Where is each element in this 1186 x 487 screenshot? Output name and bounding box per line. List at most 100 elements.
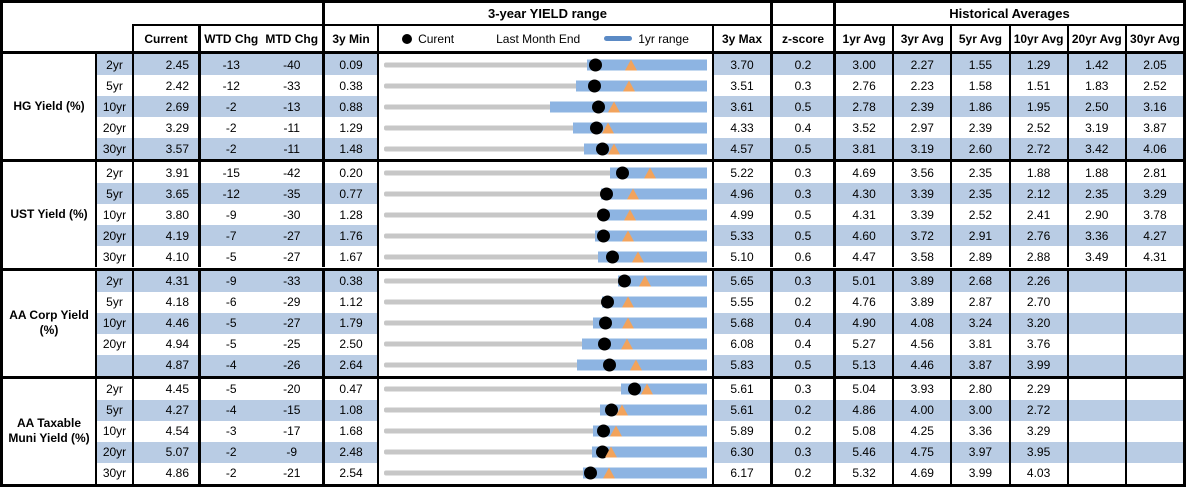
changes-cell: -2 -9 <box>198 441 322 463</box>
table-row: 10yr 2.69 -2 -13 0.88 3.61 0.5 2.78 2.39… <box>95 96 1183 118</box>
current-marker-icon <box>627 382 641 396</box>
tenor-label: 2yr <box>95 162 132 184</box>
column-header-20yr-avg: 20yr Avg <box>1066 26 1125 51</box>
20yr-avg-value <box>1066 333 1125 355</box>
3y-min-value: 0.88 <box>322 96 377 118</box>
range-plot-area <box>384 54 707 75</box>
3y-max-value: 5.22 <box>712 162 770 184</box>
10yr-avg-value: 4.03 <box>1008 462 1067 484</box>
30yr-avg-value: 4.27 <box>1124 225 1183 247</box>
range-plot-area <box>384 334 707 355</box>
3y-min-value: 1.08 <box>322 399 377 421</box>
current-marker-icon <box>616 166 630 180</box>
zscore-value: 0.2 <box>770 462 833 484</box>
3yr-avg-value: 2.27 <box>892 54 951 76</box>
3y-min-value: 1.68 <box>322 420 377 442</box>
changes-cell: -12 -33 <box>198 75 322 97</box>
30yr-avg-value <box>1124 291 1183 313</box>
wtd-chg-value: -9 <box>225 207 237 222</box>
last-month-end-marker-icon <box>604 446 617 458</box>
1yr-avg-value: 5.04 <box>833 378 893 400</box>
3y-max-value: 4.57 <box>712 138 770 160</box>
20yr-avg-value: 2.50 <box>1066 96 1125 118</box>
3y-min-value: 1.48 <box>322 138 377 160</box>
mtd-chg-value: -13 <box>283 99 301 114</box>
zscore-value: 0.3 <box>770 378 833 400</box>
wtd-chg-value: -2 <box>225 120 237 135</box>
20yr-avg-value: 3.19 <box>1066 117 1125 139</box>
3yr-avg-value: 2.97 <box>892 117 951 139</box>
zscore-value: 0.4 <box>770 333 833 355</box>
3y-range-track <box>384 278 707 284</box>
3yr-avg-value: 3.89 <box>892 291 951 313</box>
10yr-avg-value: 3.99 <box>1008 354 1067 376</box>
3y-max-value: 5.83 <box>712 354 770 376</box>
30yr-avg-value: 3.16 <box>1124 96 1183 118</box>
range-plot-area <box>384 96 707 117</box>
changes-cell: -7 -27 <box>198 225 322 247</box>
3y-range-track <box>384 254 707 260</box>
range-plot-area <box>384 421 707 442</box>
10yr-avg-value: 2.76 <box>1008 225 1067 247</box>
zscore-value: 0.2 <box>770 399 833 421</box>
30yr-avg-value <box>1124 420 1183 442</box>
current-marker-icon <box>606 250 620 264</box>
3y-min-value: 2.48 <box>322 441 377 463</box>
20yr-avg-value <box>1066 441 1125 463</box>
range-plot-area <box>384 271 707 292</box>
current-marker-icon <box>583 466 597 480</box>
last-month-end-marker-icon <box>630 359 643 371</box>
3y-max-value: 5.55 <box>712 291 770 313</box>
current-value: 4.45 <box>132 378 198 400</box>
legend-item-last-month-end: Last Month End <box>478 32 580 46</box>
yield-range-chart <box>377 246 712 268</box>
10yr-avg-value: 1.88 <box>1008 162 1067 184</box>
zscore-value: 0.5 <box>770 204 833 226</box>
3y-min-value: 1.67 <box>322 246 377 268</box>
3yr-avg-value: 3.39 <box>892 183 951 205</box>
changes-cell: -2 -13 <box>198 96 322 118</box>
table-row: 10yr 3.80 -9 -30 1.28 4.99 0.5 4.31 3.39… <box>95 204 1183 226</box>
5yr-avg-value: 1.55 <box>950 54 1009 76</box>
current-value: 4.46 <box>132 312 198 334</box>
yield-range-chart <box>377 399 712 421</box>
1yr-avg-value: 4.31 <box>833 204 893 226</box>
table-row: 30yr 4.86 -2 -21 2.54 6.17 0.2 5.32 4.69… <box>95 462 1183 484</box>
tenor-label: 30yr <box>95 138 132 160</box>
1yr-avg-value: 4.76 <box>833 291 893 313</box>
current-value: 3.91 <box>132 162 198 184</box>
group-label: HG Yield (%) <box>13 99 85 114</box>
last-month-end-marker-icon <box>620 338 633 350</box>
wtd-chg-value: -4 <box>225 403 237 418</box>
yield-range-chart <box>377 333 712 355</box>
3y-min-value: 0.09 <box>322 54 377 76</box>
current-marker-icon <box>590 121 603 135</box>
group-rows: 2yr 2.45 -13 -40 0.09 3.70 0.2 3.00 2.27… <box>95 54 1183 160</box>
yield-range-chart <box>377 441 712 463</box>
tenor-label: 5yr <box>95 291 132 313</box>
yield-range-chart <box>377 138 712 160</box>
changes-cell: -4 -26 <box>198 354 322 376</box>
1yr-avg-value: 4.86 <box>833 399 893 421</box>
current-marker-icon <box>596 208 610 222</box>
3y-max-value: 5.61 <box>712 399 770 421</box>
last-month-end-marker-icon <box>607 143 620 155</box>
3y-max-value: 6.30 <box>712 441 770 463</box>
wtd-chg-value: -15 <box>222 165 240 180</box>
last-month-end-marker-icon <box>622 230 635 242</box>
5yr-avg-value: 2.80 <box>950 378 1009 400</box>
3yr-avg-value: 3.19 <box>892 138 951 160</box>
zscore-value: 0.5 <box>770 96 833 118</box>
3yr-avg-value: 4.25 <box>892 420 951 442</box>
table-row: 5yr 3.65 -12 -35 0.77 4.96 0.3 4.30 3.39… <box>95 183 1183 205</box>
changes-cell: -12 -35 <box>198 183 322 205</box>
5yr-avg-value: 2.87 <box>950 291 1009 313</box>
range-plot-area <box>384 162 707 183</box>
1yr-range-bar <box>583 143 707 155</box>
current-marker-icon <box>603 358 617 372</box>
20yr-avg-value: 1.83 <box>1066 75 1125 97</box>
historical-averages-title: Historical Averages <box>833 3 1183 26</box>
3yr-avg-value: 4.46 <box>892 354 951 376</box>
current-value: 4.10 <box>132 246 198 268</box>
3yr-avg-value: 4.08 <box>892 312 951 334</box>
